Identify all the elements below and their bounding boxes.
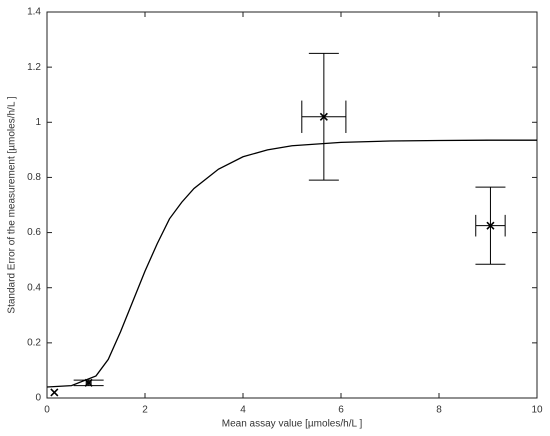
y-tick-label: 1.2	[27, 62, 41, 73]
y-axis-label: Standard Error of the measurement [µmole…	[7, 96, 18, 313]
x-axis-label: Mean assay value [µmoles/h/L ]	[222, 419, 363, 430]
point-marker	[50, 388, 59, 397]
x-tick-label: 0	[44, 405, 50, 416]
y-tick-label: 0.4	[27, 282, 41, 293]
x-tick-label: 10	[531, 405, 543, 416]
point-marker	[319, 112, 328, 121]
y-tick-label: 0.2	[27, 337, 41, 348]
plot-frame	[46, 11, 538, 399]
point-marker	[84, 378, 93, 387]
x-tick-label: 2	[142, 405, 148, 416]
y-tick-label: 0.6	[27, 227, 41, 238]
y-tick-label: 0.8	[27, 172, 41, 183]
y-tick-label: 1	[35, 117, 41, 128]
fit-curve	[46, 139, 537, 388]
y-tick-label: 0	[35, 393, 41, 404]
point-marker	[486, 221, 495, 230]
x-tick-label: 8	[436, 405, 442, 416]
x-tick-label: 4	[240, 405, 246, 416]
y-tick-label: 1.4	[27, 7, 41, 18]
x-tick-label: 6	[338, 405, 344, 416]
